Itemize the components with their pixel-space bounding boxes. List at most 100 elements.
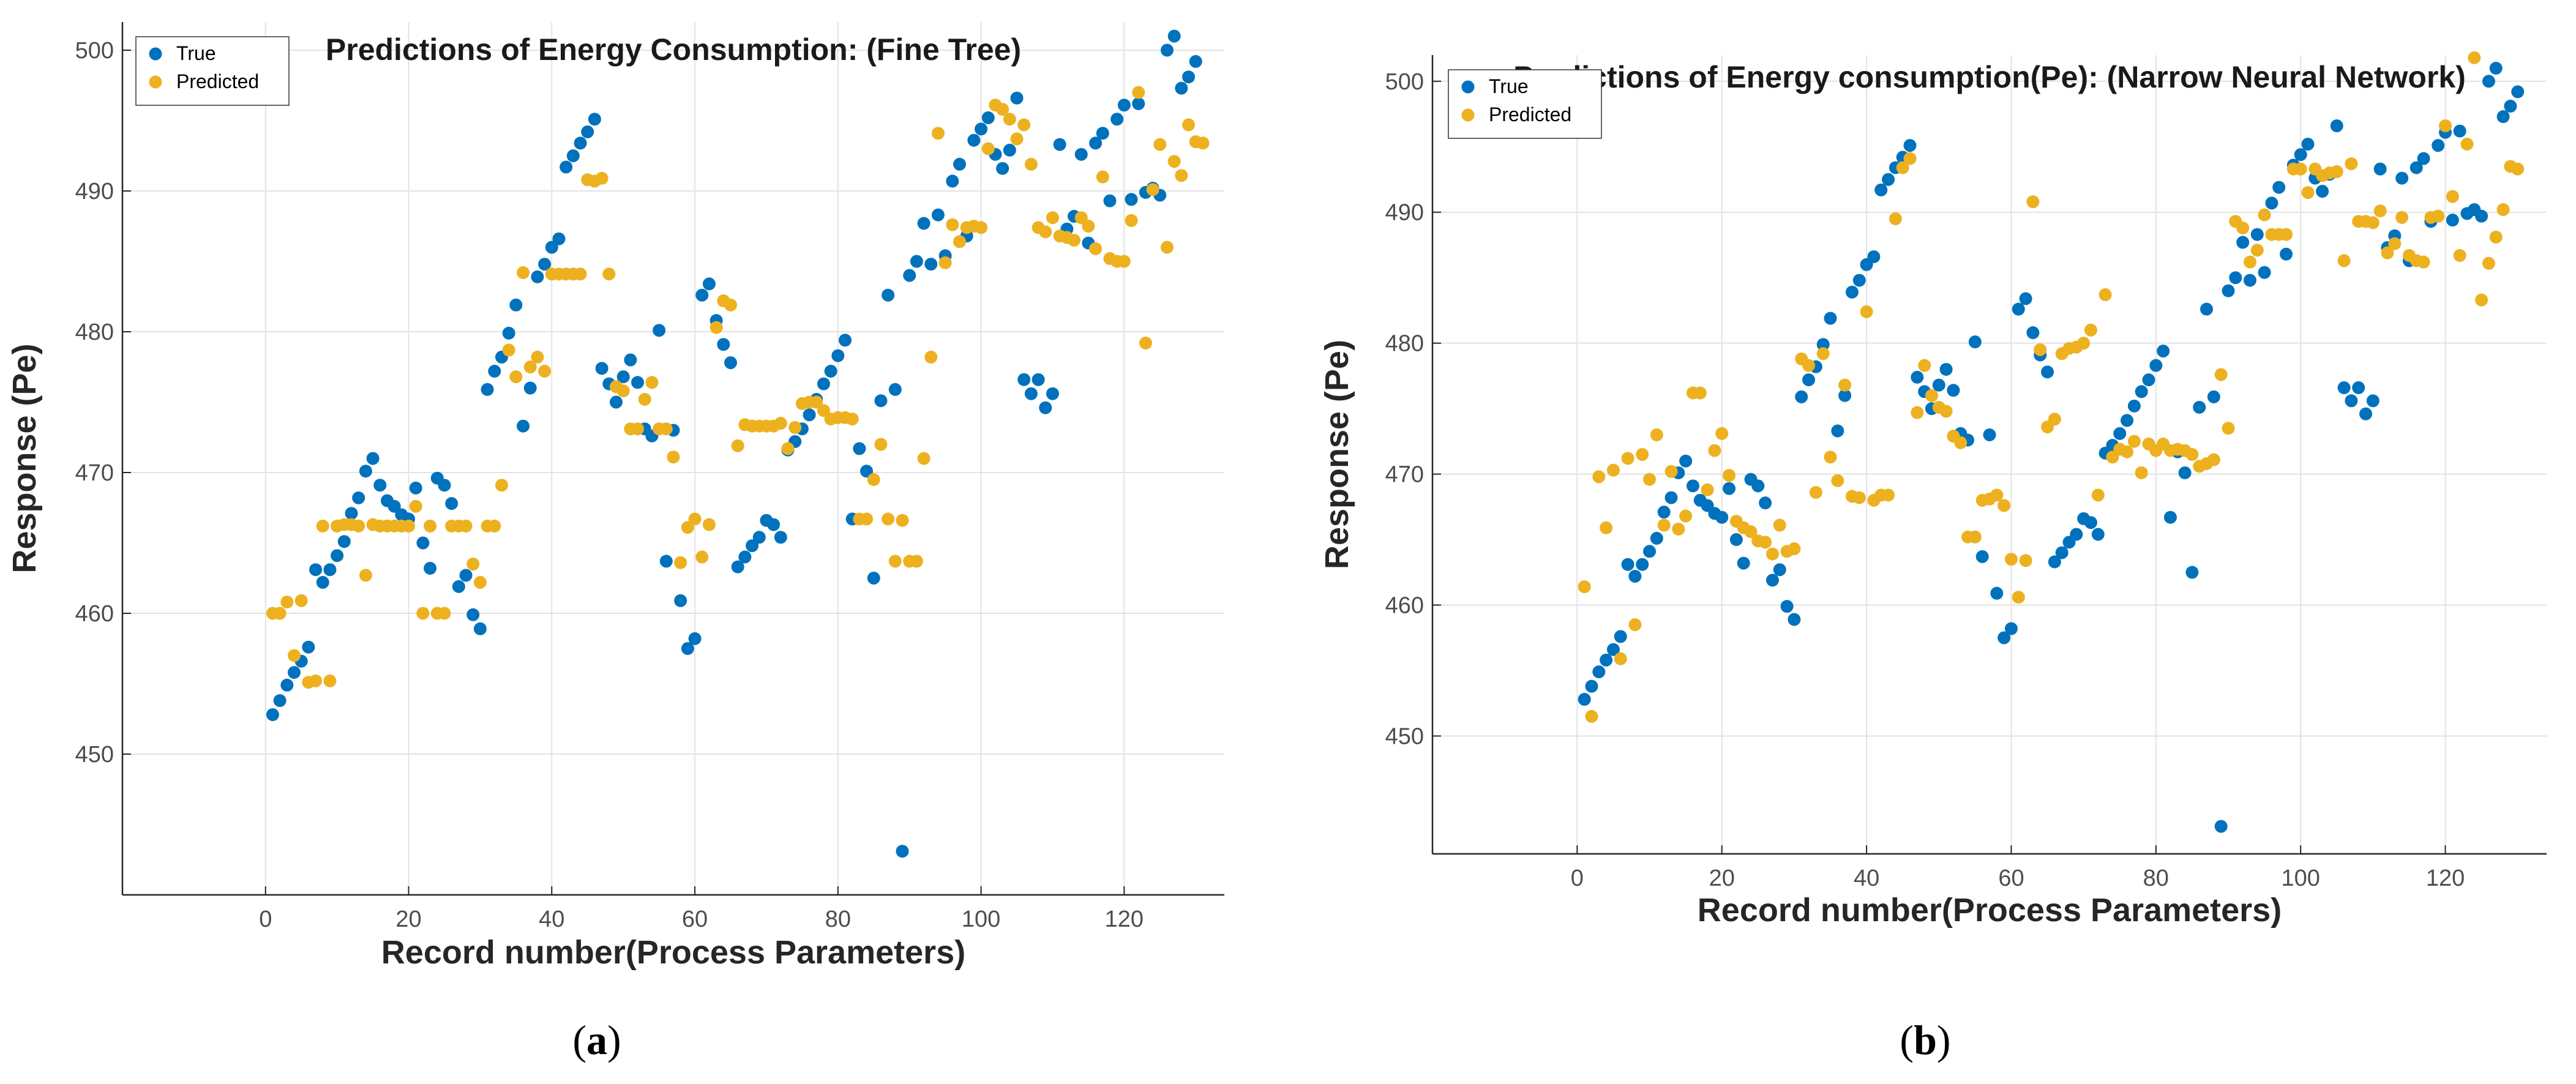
predicted-point (416, 607, 430, 620)
true-point (1983, 428, 1996, 441)
true-point (924, 258, 938, 271)
y-tick-label: 490 (75, 179, 114, 204)
predicted-point (1816, 347, 1830, 361)
legend-marker-true (1461, 80, 1475, 94)
true-point (388, 499, 401, 513)
predicted-point (1196, 136, 1210, 150)
true-point (2453, 124, 2466, 138)
true-point (659, 555, 673, 568)
true-point (2243, 274, 2256, 287)
predicted-point (774, 417, 787, 430)
predicted-point (2258, 208, 2271, 222)
y-tick-label: 470 (1385, 462, 1424, 488)
true-point (488, 364, 501, 378)
predicted-point (2034, 343, 2047, 356)
true-point (1759, 496, 1772, 510)
predicted-point (1708, 444, 1721, 457)
true-point (581, 125, 594, 138)
predicted-point (946, 218, 959, 231)
predicted-point (438, 607, 451, 620)
predicted-point (1701, 483, 1714, 496)
true-point (2511, 85, 2525, 99)
true-point (774, 531, 787, 544)
true-point (545, 241, 558, 254)
predicted-point (1693, 386, 1707, 400)
predicted-point (2099, 288, 2112, 301)
predicted-point (1578, 580, 1591, 594)
true-point (1723, 482, 1736, 495)
x-tick-label: 100 (962, 906, 1000, 932)
predicted-point (681, 521, 694, 534)
y-tick-label: 500 (1385, 69, 1424, 95)
true-point (323, 563, 337, 577)
x-tick-label: 120 (2426, 865, 2465, 891)
true-point (2048, 555, 2061, 569)
predicted-point (910, 555, 923, 568)
x-tick-label: 0 (1571, 865, 1584, 891)
legend-marker-predicted (1461, 108, 1475, 122)
predicted-point (523, 361, 537, 373)
predicted-point (1650, 428, 1663, 441)
true-point (1167, 29, 1181, 43)
predicted-point (1017, 118, 1031, 132)
predicted-point (924, 350, 938, 364)
predicted-point (1139, 336, 1152, 349)
predicted-point (781, 442, 795, 455)
predicted-point (710, 321, 723, 334)
true-point (896, 845, 909, 858)
predicted-point (860, 512, 874, 526)
x-tick-label: 60 (1998, 865, 2024, 891)
chart-title: Predictions of Energy Consumption: (Fine… (326, 32, 1021, 67)
predicted-point (1852, 491, 1866, 504)
true-point (1592, 665, 1606, 679)
true-point (2157, 344, 2170, 357)
true-point (2113, 427, 2127, 440)
predicted-point (1657, 518, 1671, 532)
x-tick-label: 80 (2143, 865, 2169, 891)
predicted-point (1096, 170, 1109, 184)
predicted-point (538, 364, 552, 378)
true-point (2301, 137, 2315, 151)
true-point (2229, 271, 2242, 285)
true-point (746, 539, 759, 553)
predicted-point (2482, 256, 2495, 270)
true-point (1838, 389, 1852, 402)
x-tick-label: 20 (395, 906, 421, 932)
true-point (1657, 506, 1671, 519)
true-point (509, 298, 523, 312)
predicted-point (280, 596, 294, 609)
legend-label-true: True (1489, 75, 1529, 97)
predicted-point (1679, 509, 1693, 523)
predicted-point (2236, 221, 2250, 234)
predicted-point (2012, 591, 2025, 604)
true-point (373, 479, 387, 492)
predicted-point (574, 267, 587, 281)
true-point (2200, 302, 2214, 316)
predicted-point (2432, 209, 2445, 223)
predicted-point (1600, 521, 1613, 534)
true-point (2193, 400, 2206, 414)
true-point (2352, 381, 2365, 394)
true-point (2222, 284, 2235, 297)
true-point (438, 479, 451, 492)
true-point (2084, 516, 2097, 529)
predicted-point (2395, 211, 2409, 224)
true-point (2316, 184, 2329, 198)
predicted-point (888, 555, 902, 568)
true-point (824, 364, 837, 378)
legend-marker-predicted (149, 75, 162, 89)
predicted-point (1744, 525, 1758, 539)
true-point (2417, 152, 2430, 165)
true-point (688, 632, 702, 645)
predicted-point (517, 266, 530, 279)
predicted-point (2185, 448, 2199, 461)
true-point (2272, 181, 2286, 194)
true-point (1911, 370, 1924, 384)
predicted-point (2084, 323, 2097, 337)
predicted-point (2345, 157, 2358, 171)
predicted-point (1117, 255, 1131, 268)
true-point (459, 569, 473, 582)
y-axis-label: Response (Pe) (6, 343, 43, 573)
predicted-point (1882, 488, 1895, 502)
predicted-point (2337, 254, 2351, 267)
